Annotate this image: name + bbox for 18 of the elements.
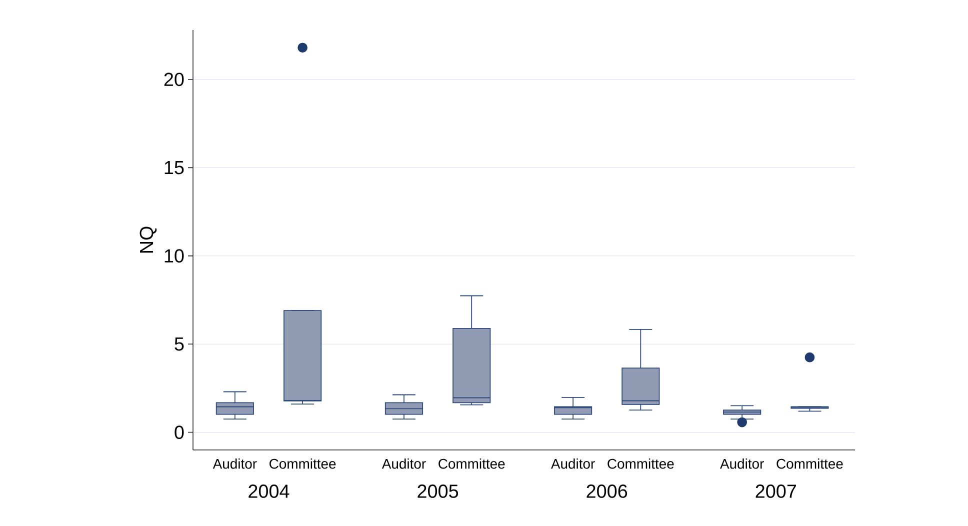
- x-tick-label: Committee: [438, 458, 505, 469]
- y-tick-label: 15: [164, 161, 184, 174]
- text: 2006: [586, 484, 628, 498]
- x-tick-label: Auditor: [382, 458, 426, 469]
- y-tick-label: 0: [174, 426, 184, 440]
- text: 2004: [248, 484, 290, 498]
- text: 2007: [756, 484, 796, 498]
- x-tick-label: Committee: [776, 458, 843, 469]
- x-tick-label: Auditor: [212, 458, 257, 469]
- x-tick-label: Committee: [608, 458, 674, 469]
- x-tick-label: Auditor: [550, 458, 595, 469]
- x-tick-label: Auditor: [720, 458, 764, 469]
- x-tick-label: Committee: [270, 458, 336, 469]
- y-tick-label: 5: [174, 338, 184, 351]
- text: 2005: [418, 484, 458, 498]
- y-tick-label: 10: [164, 249, 184, 263]
- y-tick-label: 20: [164, 72, 184, 86]
- y-axis-title: NQ: [140, 226, 157, 253]
